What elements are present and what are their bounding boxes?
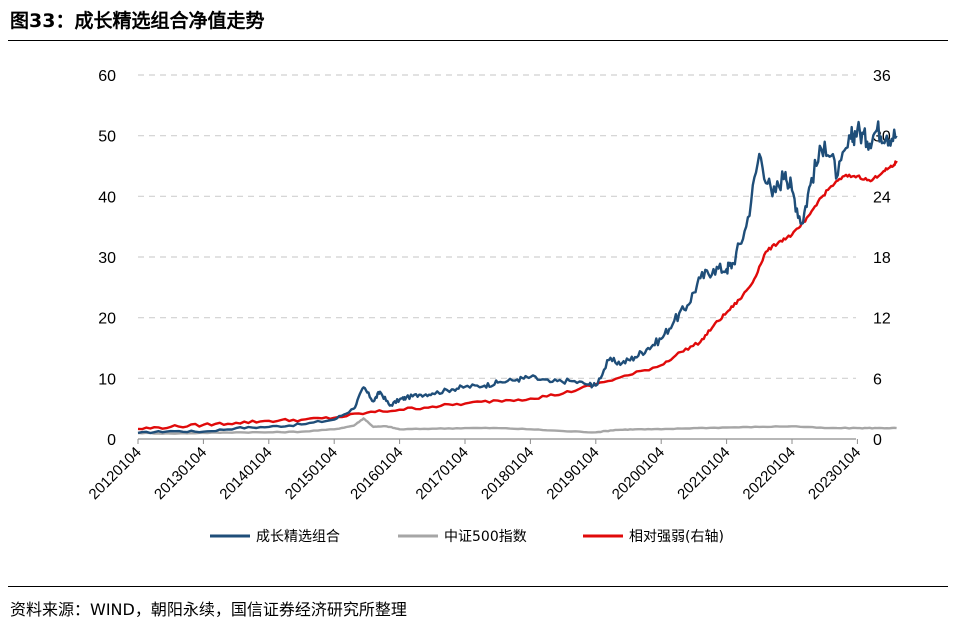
y-right-tick-label: 18 [873,250,891,267]
x-tick-label: 20130104 [151,444,210,503]
legend: 成长精选组合 中证500指数 相对强弱(右轴) [210,529,724,545]
x-tick-label: 20190104 [543,444,602,503]
series-line-1 [137,417,897,435]
source-note: 资料来源：WIND，朝阳永续，国信证券经济研究所整理 [10,600,407,619]
x-tick-label: 20210104 [674,444,733,503]
y-right-tick-label: 0 [873,432,882,449]
y-left-tick-label: 30 [98,250,116,267]
y-right-tick-label: 12 [873,311,891,328]
legend-label: 成长精选组合 [256,529,340,545]
grid-lines [138,74,856,379]
series-line-0 [137,120,898,435]
y-left-tick-label: 10 [98,371,116,388]
y-left-tick-label: 0 [107,432,116,449]
y-right-tick-label: 36 [873,68,891,85]
x-tick-label: 20120104 [86,444,145,503]
legend-label: 相对强弱(右轴) [629,529,724,545]
line-chart: 20120104 20130104 20140104 20150104 20160104… [86,68,898,545]
x-tick-label: 20150104 [282,444,341,503]
y-left-tick-label: 40 [98,189,116,206]
x-tick-label: 20160104 [347,444,406,503]
series-lines [137,120,898,435]
legend-label: 中证500指数 [444,529,527,545]
y-axis-left: 0 10 20 30 40 50 60 [98,68,116,449]
x-axis: 20120104 20130104 20140104 20150104 20160104… [86,438,864,503]
x-tick-label: 20220104 [740,444,799,503]
footer-divider [8,586,948,587]
series-line-2 [137,160,898,431]
x-tick-label: 20170104 [413,444,472,503]
y-right-tick-label: 6 [873,371,882,388]
x-tick-label: 20200104 [609,444,668,503]
x-tick-label: 20140104 [216,444,275,503]
y-left-tick-label: 20 [98,311,116,328]
y-left-tick-label: 60 [98,68,116,85]
y-left-tick-label: 50 [98,129,116,146]
title-divider [8,40,948,41]
x-tick-label: 20180104 [478,444,537,503]
chart-title: 图33：成长精选组合净值走势 [10,10,265,32]
y-right-tick-label: 24 [873,189,891,206]
x-tick-label: 20230104 [805,444,864,503]
